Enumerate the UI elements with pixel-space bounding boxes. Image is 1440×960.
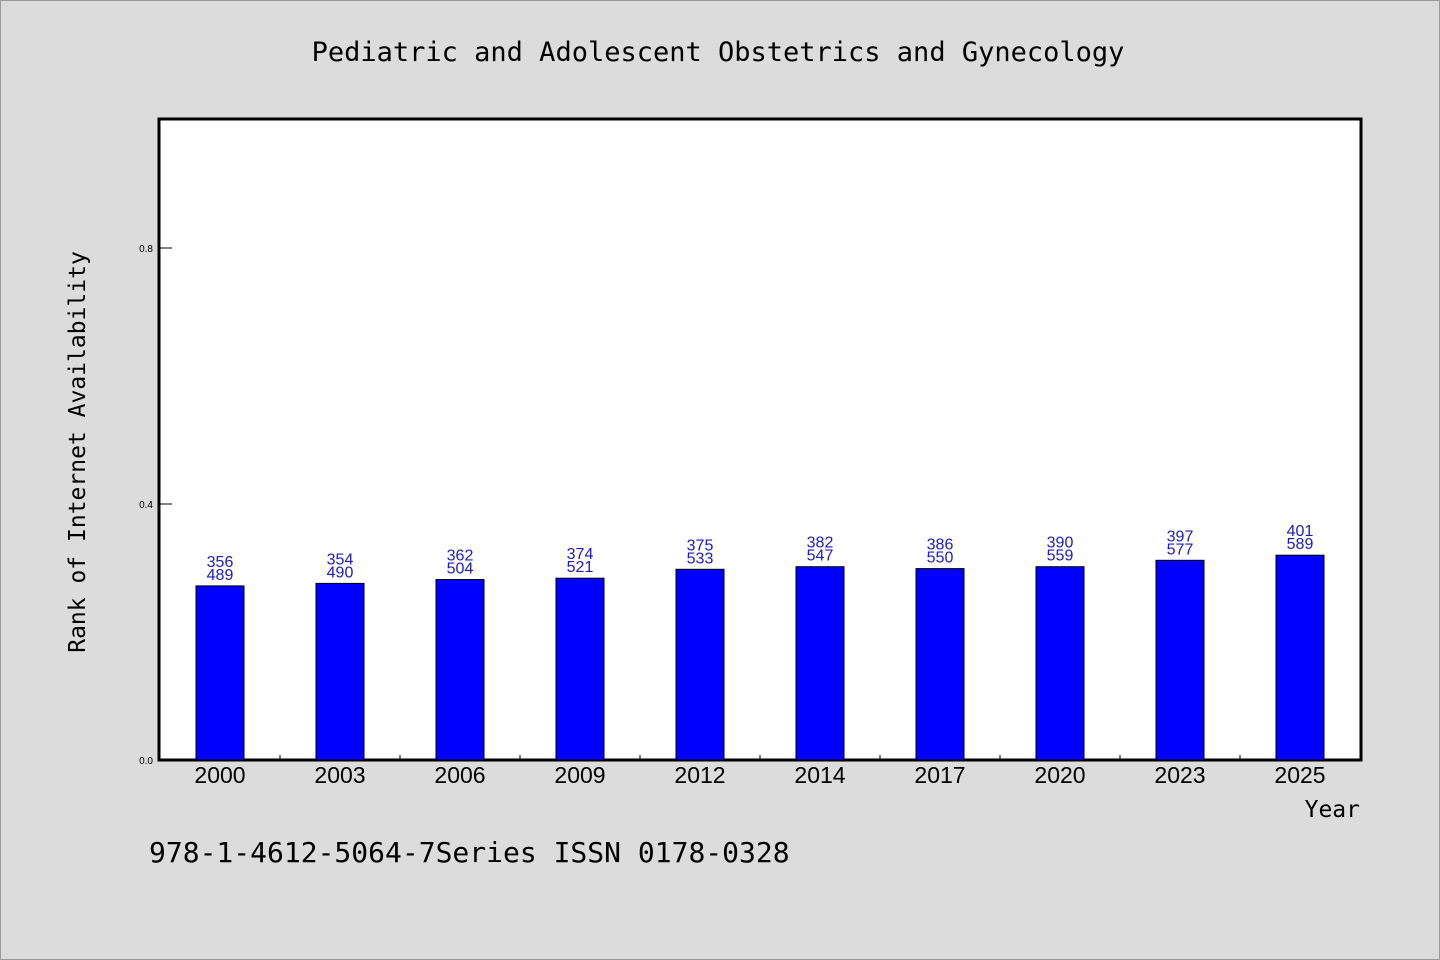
x-tick-label-2009: 2009 <box>554 762 605 788</box>
data-label-2025-1: 401 <box>1287 523 1314 540</box>
data-labels-group: 3564893544903625043745213755333825473865… <box>207 523 1314 584</box>
data-label-2000-1: 356 <box>207 554 234 571</box>
data-label-2023-1: 397 <box>1167 528 1194 545</box>
bar-2025 <box>1275 554 1325 761</box>
bars-group <box>195 554 1325 761</box>
data-label-2006-2: 504 <box>447 561 474 578</box>
x-tick-label-2000: 2000 <box>194 762 245 788</box>
bar-2017 <box>915 568 965 761</box>
x-tick-label-2003: 2003 <box>314 762 365 788</box>
bar-2014 <box>795 566 845 761</box>
x-tick-label-2017: 2017 <box>914 762 965 788</box>
x-axis-ticks: 2000 2003 2006 2009 2012 2014 2017 2020 2023 2025 <box>194 755 1326 788</box>
data-label-2020-2: 559 <box>1047 548 1074 565</box>
data-label-2003-1: 354 <box>327 551 354 568</box>
bar-2003 <box>315 582 365 761</box>
data-label-2009-1: 374 <box>567 546 594 563</box>
x-tick-label-2025: 2025 <box>1274 762 1325 788</box>
data-label-2017-1: 386 <box>927 537 954 554</box>
data-label-2006-1: 362 <box>447 548 474 565</box>
data-label-2017-2: 550 <box>927 550 954 567</box>
x-tick-label-2023: 2023 <box>1154 762 1205 788</box>
x-tick-label-2006: 2006 <box>434 762 485 788</box>
x-tick-label-2020: 2020 <box>1034 762 1085 788</box>
x-axis-label: Year <box>1305 797 1360 823</box>
data-label-2009-2: 521 <box>567 559 594 576</box>
data-label-2023-2: 577 <box>1167 541 1194 558</box>
chart-title: Pediatric and Adolescent Obstetrics and … <box>312 37 1125 68</box>
data-label-2012-1: 375 <box>687 537 714 554</box>
data-label-2012-2: 533 <box>687 550 714 567</box>
bar-2000 <box>195 585 245 761</box>
data-label-2003-2: 490 <box>327 564 354 581</box>
data-label-2000-2: 489 <box>207 567 234 584</box>
bar-2006 <box>435 579 485 761</box>
bar-2020 <box>1035 566 1085 761</box>
bar-2009 <box>555 577 605 761</box>
data-label-2014-1: 382 <box>807 535 834 552</box>
data-label-2014-2: 547 <box>807 548 834 565</box>
bar-2012 <box>675 568 725 761</box>
x-tick-label-2014: 2014 <box>794 762 845 788</box>
data-label-2025-2: 589 <box>1287 536 1314 553</box>
data-label-2020-1: 390 <box>1047 535 1074 552</box>
bar-2023 <box>1155 559 1205 761</box>
y-tick-label-0.8: 0.8 <box>139 244 153 255</box>
y-axis-label: Rank of Internet Availability <box>65 251 91 653</box>
y-tick-label-0.0: 0.0 <box>139 756 153 767</box>
footer-isbn-issn: 978-1-4612-5064-7Series ISSN 0178-0328 <box>149 836 790 869</box>
y-axis-ticks: 0.0 0.4 0.8 <box>139 244 172 767</box>
y-tick-label-0.4: 0.4 <box>139 500 153 511</box>
x-tick-label-2012: 2012 <box>674 762 725 788</box>
